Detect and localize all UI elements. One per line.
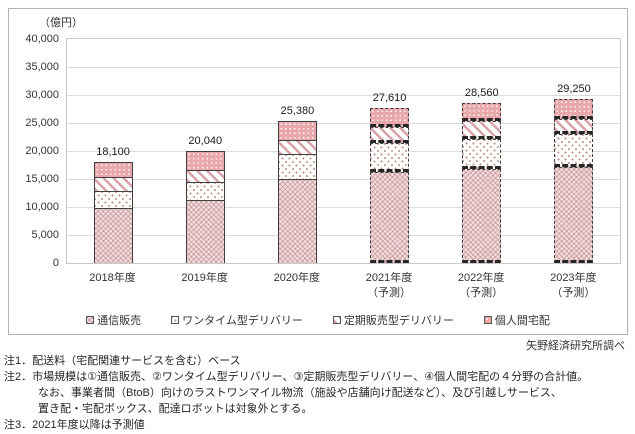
bar-segment-定期販売型デリバリー (554, 118, 594, 135)
bar-segment-個人間宅配 (462, 103, 502, 121)
bar-segment-個人間宅配 (277, 120, 317, 141)
bar-total-label: 28,560 (464, 87, 499, 100)
y-axis-unit-label: （億円） (39, 17, 83, 29)
legend-item-onetime: ワンタイム型デリバリー (171, 312, 303, 328)
gridline (67, 123, 620, 124)
legend-swatch-crosshatch (86, 316, 95, 324)
legend-swatch-stripes (332, 316, 341, 324)
bar-segment-ワンタイム型デリバリー (93, 190, 133, 208)
legend-swatch-dots (171, 316, 180, 324)
x-tick-label: 2018年度 (66, 271, 159, 286)
note-line: 注3．2021年度以降は予測値 (4, 419, 145, 431)
gridline (67, 179, 620, 180)
gridline (67, 235, 620, 236)
y-tick-label: 25,000 (25, 117, 59, 129)
x-tick-year: 2023年度 (550, 272, 597, 284)
y-tick-label: 20,000 (25, 145, 59, 157)
bar-segment-定期販売型デリバリー (277, 140, 317, 154)
bar-2023年度 (554, 99, 594, 263)
legend-label: ワンタイム型デリバリー (182, 315, 303, 327)
legend-label: 通信販売 (97, 315, 142, 327)
bar-2021年度 (370, 108, 410, 263)
bar-segment-個人間宅配 (185, 150, 225, 171)
bar-segment-定期販売型デリバリー (462, 120, 502, 139)
bar-segment-通信販売 (554, 166, 594, 263)
x-tick-label: 2020年度 (250, 271, 343, 286)
bar-segment-個人間宅配 (93, 161, 133, 178)
bar-segment-ワンタイム型デリバリー (370, 142, 410, 172)
bar-segment-通信販売 (185, 200, 225, 263)
bar-segment-通信販売 (462, 168, 502, 263)
gridline (67, 67, 620, 68)
x-tick-year: 2018年度 (89, 272, 136, 284)
note-line: なお、事業者間（BtoB）向けのラストワンマイル物流（施設や店舗向け配送など）、… (38, 387, 562, 399)
x-tick-year: 2019年度 (181, 272, 228, 284)
bar-segment-定期販売型デリバリー (370, 126, 410, 143)
x-tick-forecast-note: （予測） (459, 287, 504, 299)
bar-2020年度 (277, 120, 317, 263)
bar-segment-ワンタイム型デリバリー (277, 153, 317, 179)
bar-segment-個人間宅配 (370, 108, 410, 127)
y-tick-label: 5,000 (31, 229, 59, 241)
x-tick-label: 2023年度 （予測） (527, 271, 620, 301)
x-tick-year: 2021年度 (365, 272, 413, 284)
legend-label: 個人間宅配 (494, 315, 550, 327)
bar-total-label: 20,040 (188, 134, 223, 147)
gridline (67, 95, 620, 96)
gridline (67, 207, 620, 208)
bar-total-label: 18,100 (96, 145, 130, 158)
x-tick-year: 2022年度 (457, 272, 505, 284)
bar-2019年度 (185, 150, 225, 263)
bar-segment-通信販売 (93, 207, 133, 263)
note-line: 注1．配送料（宅配関連サービスを含む）ベース (4, 355, 241, 367)
y-tick-label: 15,000 (25, 173, 59, 185)
source-caption: 矢野経済研究所調べ (526, 340, 625, 352)
bar-2018年度 (93, 161, 133, 263)
x-tick-label: 2019年度 (158, 271, 251, 286)
x-tick-label: 2022年度 （予測） (435, 271, 528, 301)
y-tick-label: 10,000 (25, 201, 59, 213)
bar-2022年度 (462, 103, 502, 263)
footnotes: 注1．配送料（宅配関連サービスを含む）ベース 注2．市場規模は①通信販売、②ワン… (4, 353, 588, 433)
bar-segment-通信販売 (370, 171, 410, 263)
bar-total-label: 25,380 (280, 104, 315, 117)
note-line: 置き配・宅配ボックス、配達ロボットは対象外とする。 (38, 403, 313, 415)
plot-area: 18,100 20,040 25,380 27,610 28,560 29,250 (66, 38, 621, 264)
x-tick-forecast-note: （予測） (551, 287, 596, 299)
bar-segment-定期販売型デリバリー (93, 177, 133, 191)
x-tick-forecast-note: （予測） (367, 287, 411, 299)
bar-segment-定期販売型デリバリー (185, 170, 225, 183)
bar-total-label: 27,610 (372, 92, 407, 105)
x-tick-label: 2021年度 （予測） (343, 271, 436, 301)
bar-segment-ワンタイム型デリバリー (185, 182, 225, 201)
note-line: 注2．市場規模は①通信販売、②ワンタイム型デリバリー、③定期販売型デリバリー、④… (4, 371, 589, 383)
chart-frame: （億円） 0 5,000 10,000 15,000 20,000 25,000 30,00… (8, 8, 628, 335)
bar-segment-通信販売 (277, 178, 317, 263)
y-tick-label: 0 (52, 257, 59, 269)
y-tick-label: 35,000 (25, 61, 59, 73)
legend-item-teiki: 定期販売型デリバリー (332, 312, 454, 328)
y-tick-label: 30,000 (25, 89, 59, 101)
legend-swatch-pink-dots (483, 316, 492, 324)
gridline (67, 151, 620, 152)
bar-segment-ワンタイム型デリバリー (462, 138, 502, 169)
legend-item-kojin: 個人間宅配 (483, 312, 550, 328)
legend-label: 定期販売型デリバリー (343, 315, 454, 327)
x-tick-year: 2020年度 (273, 272, 321, 284)
bar-segment-個人間宅配 (554, 99, 594, 119)
y-tick-label: 40,000 (25, 33, 59, 45)
bar-segment-ワンタイム型デリバリー (554, 134, 594, 167)
legend: 通信販売 ワンタイム型デリバリー 定期販売型デリバリー 個人間宅配 (9, 312, 627, 328)
legend-item-tsuhan: 通信販売 (86, 312, 141, 328)
bar-total-label: 29,250 (557, 83, 591, 96)
